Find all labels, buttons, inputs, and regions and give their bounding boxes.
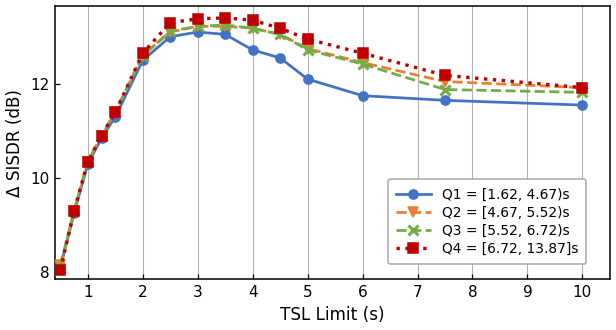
- Q3 = [5.52, 6.72)s: [84, 160, 92, 164]
- X-axis label: TSL Limit (s): TSL Limit (s): [280, 306, 384, 324]
- Q4 = [6.72, 13.87]s: [98, 134, 105, 138]
- Q3 = [5.52, 6.72)s: [222, 23, 229, 27]
- Q2 = [4.67, 5.52)s: [166, 30, 174, 34]
- Q2 = [4.67, 5.52)s: [84, 160, 92, 164]
- Q1 = [1.62, 4.67)s: [98, 136, 105, 140]
- Q3 = [5.52, 6.72)s: [304, 48, 311, 52]
- Q3 = [5.52, 6.72)s: [57, 266, 64, 270]
- Q2 = [4.67, 5.52)s: [249, 26, 256, 30]
- Q2 = [4.67, 5.52)s: [98, 134, 105, 138]
- Q1 = [1.62, 4.67)s: [70, 212, 78, 215]
- Q4 = [6.72, 13.87]s: [139, 51, 147, 55]
- Q4 = [6.72, 13.87]s: [359, 51, 367, 55]
- Q1 = [1.62, 4.67)s: [166, 35, 174, 39]
- Q2 = [4.67, 5.52)s: [359, 61, 367, 65]
- Q2 = [4.67, 5.52)s: [578, 86, 586, 90]
- Q2 = [4.67, 5.52)s: [304, 47, 311, 50]
- Q2 = [4.67, 5.52)s: [194, 24, 201, 28]
- Line: Q3 = [5.52, 6.72)s: Q3 = [5.52, 6.72)s: [55, 19, 588, 273]
- Q1 = [1.62, 4.67)s: [194, 30, 201, 34]
- Q3 = [5.52, 6.72)s: [578, 90, 586, 94]
- Q1 = [1.62, 4.67)s: [359, 94, 367, 98]
- Q1 = [1.62, 4.67)s: [249, 48, 256, 52]
- Q3 = [5.52, 6.72)s: [249, 26, 256, 30]
- Q1 = [1.62, 4.67)s: [111, 115, 119, 119]
- Q1 = [1.62, 4.67)s: [57, 266, 64, 270]
- Q1 = [1.62, 4.67)s: [139, 58, 147, 62]
- Q4 = [6.72, 13.87]s: [578, 86, 586, 90]
- Q2 = [4.67, 5.52)s: [277, 32, 284, 36]
- Q3 = [5.52, 6.72)s: [111, 110, 119, 114]
- Q4 = [6.72, 13.87]s: [194, 17, 201, 21]
- Q2 = [4.67, 5.52)s: [57, 263, 64, 267]
- Q3 = [5.52, 6.72)s: [441, 87, 448, 91]
- Q4 = [6.72, 13.87]s: [70, 209, 78, 213]
- Q4 = [6.72, 13.87]s: [441, 73, 448, 77]
- Q3 = [5.52, 6.72)s: [277, 32, 284, 36]
- Q4 = [6.72, 13.87]s: [84, 160, 92, 164]
- Q3 = [5.52, 6.72)s: [166, 29, 174, 33]
- Legend: Q1 = [1.62, 4.67)s, Q2 = [4.67, 5.52)s, Q3 = [5.52, 6.72)s, Q4 = [6.72, 13.87]s: Q1 = [1.62, 4.67)s, Q2 = [4.67, 5.52)s, …: [388, 180, 586, 264]
- Q1 = [1.62, 4.67)s: [277, 56, 284, 60]
- Q4 = [6.72, 13.87]s: [277, 26, 284, 30]
- Q4 = [6.72, 13.87]s: [166, 20, 174, 24]
- Q2 = [4.67, 5.52)s: [441, 80, 448, 83]
- Q1 = [1.62, 4.67)s: [222, 32, 229, 36]
- Q3 = [5.52, 6.72)s: [139, 53, 147, 57]
- Q3 = [5.52, 6.72)s: [98, 134, 105, 138]
- Q2 = [4.67, 5.52)s: [139, 53, 147, 57]
- Q4 = [6.72, 13.87]s: [57, 268, 64, 272]
- Line: Q4 = [6.72, 13.87]s: Q4 = [6.72, 13.87]s: [55, 13, 588, 275]
- Q3 = [5.52, 6.72)s: [194, 24, 201, 28]
- Q1 = [1.62, 4.67)s: [441, 98, 448, 102]
- Q4 = [6.72, 13.87]s: [222, 16, 229, 20]
- Q2 = [4.67, 5.52)s: [222, 24, 229, 28]
- Q4 = [6.72, 13.87]s: [249, 18, 256, 22]
- Q4 = [6.72, 13.87]s: [111, 110, 119, 114]
- Q1 = [1.62, 4.67)s: [84, 162, 92, 166]
- Q4 = [6.72, 13.87]s: [304, 37, 311, 41]
- Q3 = [5.52, 6.72)s: [70, 209, 78, 213]
- Line: Q2 = [4.67, 5.52)s: Q2 = [4.67, 5.52)s: [55, 21, 588, 271]
- Q2 = [4.67, 5.52)s: [70, 209, 78, 213]
- Y-axis label: Δ SISDR (dB): Δ SISDR (dB): [6, 89, 24, 197]
- Q1 = [1.62, 4.67)s: [578, 103, 586, 107]
- Q1 = [1.62, 4.67)s: [304, 77, 311, 81]
- Q2 = [4.67, 5.52)s: [111, 110, 119, 114]
- Q3 = [5.52, 6.72)s: [359, 62, 367, 66]
- Line: Q1 = [1.62, 4.67)s: Q1 = [1.62, 4.67)s: [55, 27, 587, 272]
